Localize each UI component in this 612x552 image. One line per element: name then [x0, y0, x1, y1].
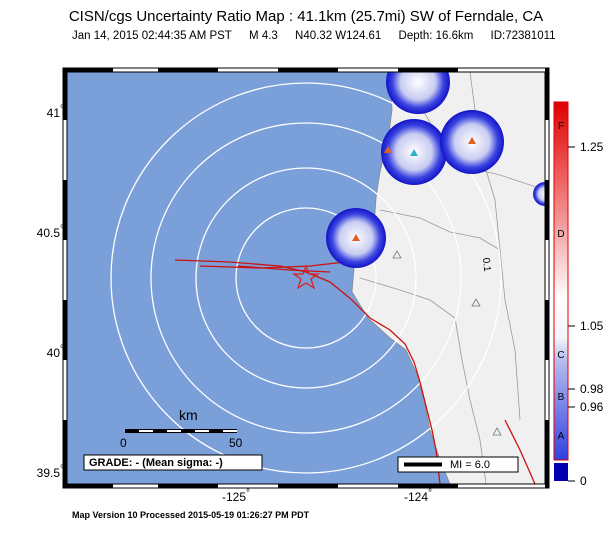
map-title: CISN/cgs Uncertainty Ratio Map : 41.1km …: [68, 8, 544, 25]
grade-text: GRADE: - (Mean sigma: -): [89, 457, 223, 469]
event-info: Jan 14, 2015 02:44:35 AM PST M 4.3 N40.3…: [72, 30, 570, 42]
scale-bar-right: 50: [229, 436, 243, 450]
station-triangle: [492, 427, 502, 436]
mi-legend-text: MI = 6.0: [450, 459, 490, 471]
colorbar-letter-f: F: [557, 121, 565, 132]
event-datetime: Jan 14, 2015 02:44:35 AM PST: [72, 30, 232, 42]
lat-label-41: 41°: [46, 104, 64, 120]
station-uncertainty-patch: [386, 72, 450, 114]
colorbar-letter-c: C: [557, 350, 565, 361]
scale-bar-unit: km: [179, 407, 198, 423]
station-uncertainty-patch: [533, 182, 545, 206]
colorbar-value-0: 0: [580, 474, 587, 488]
event-depth: Depth: 16.6km: [398, 30, 474, 42]
fault-lines: [174, 259, 536, 484]
colorbar-value-0-96: 0.96: [580, 400, 604, 414]
scale-bar: km 0 50: [120, 407, 243, 450]
lon-label-125: -125°: [221, 488, 251, 504]
mi-legend-box: [397, 456, 519, 473]
colorbar-value-1-25: 1.25: [580, 140, 604, 154]
colorbar-value-0-98: 0.98: [580, 382, 604, 396]
grade-box: [83, 454, 263, 471]
station-triangle: [410, 149, 418, 156]
colorbar-letter-a: A: [557, 431, 565, 442]
map-frame: [62, 67, 550, 489]
contour-label: 0.1: [480, 257, 492, 272]
station-triangle: [384, 146, 392, 153]
lat-label-39-5: 39.5°: [36, 464, 64, 480]
map-version-footer: Map Version 10 Processed 2015-05-19 01:2…: [72, 510, 310, 520]
lat-label-40: 40°: [46, 344, 64, 360]
event-location: N40.32 W124.61: [295, 30, 382, 42]
station-triangle: [468, 137, 476, 144]
colorbar-letter-d: D: [557, 229, 565, 240]
scale-bar-left: 0: [120, 436, 127, 450]
station-triangle: [471, 298, 481, 307]
station-triangle: [392, 250, 402, 259]
event-magnitude: M 4.3: [249, 30, 278, 42]
lat-label-40-5: 40.5°: [36, 224, 64, 240]
station-markers: [352, 137, 502, 436]
colorbar-letter-b: B: [557, 392, 565, 403]
colorbar-value-1-05: 1.05: [580, 319, 604, 333]
event-id: ID:72381011: [490, 30, 556, 42]
station-triangle: [352, 234, 360, 241]
intensity-contours: [110, 82, 502, 474]
epicenter-star: [291, 264, 321, 290]
colorbar: [553, 101, 575, 482]
lon-label-124: -124°: [403, 488, 433, 504]
